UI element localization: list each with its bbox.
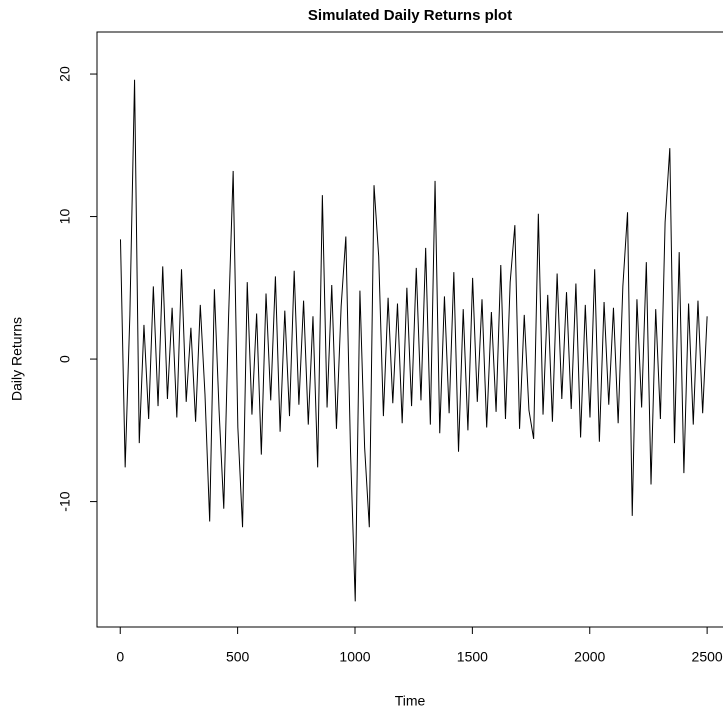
x-axis-label: Time [395, 693, 426, 709]
x-tick-label: 1000 [339, 649, 370, 665]
x-tick-label: 1500 [457, 649, 488, 665]
y-axis-label: Daily Returns [9, 317, 25, 401]
y-tick-label: -10 [57, 491, 73, 511]
y-tick-label: 10 [57, 209, 73, 225]
y-tick-label: 0 [57, 355, 73, 363]
chart-title: Simulated Daily Returns plot [308, 7, 512, 24]
x-tick-label: 2000 [574, 649, 605, 665]
returns-line [119, 79, 708, 602]
y-tick-label: 20 [57, 66, 73, 82]
x-tick-label: 2500 [692, 649, 723, 665]
x-tick-label: 500 [226, 649, 250, 665]
x-tick-label: 0 [116, 649, 124, 665]
